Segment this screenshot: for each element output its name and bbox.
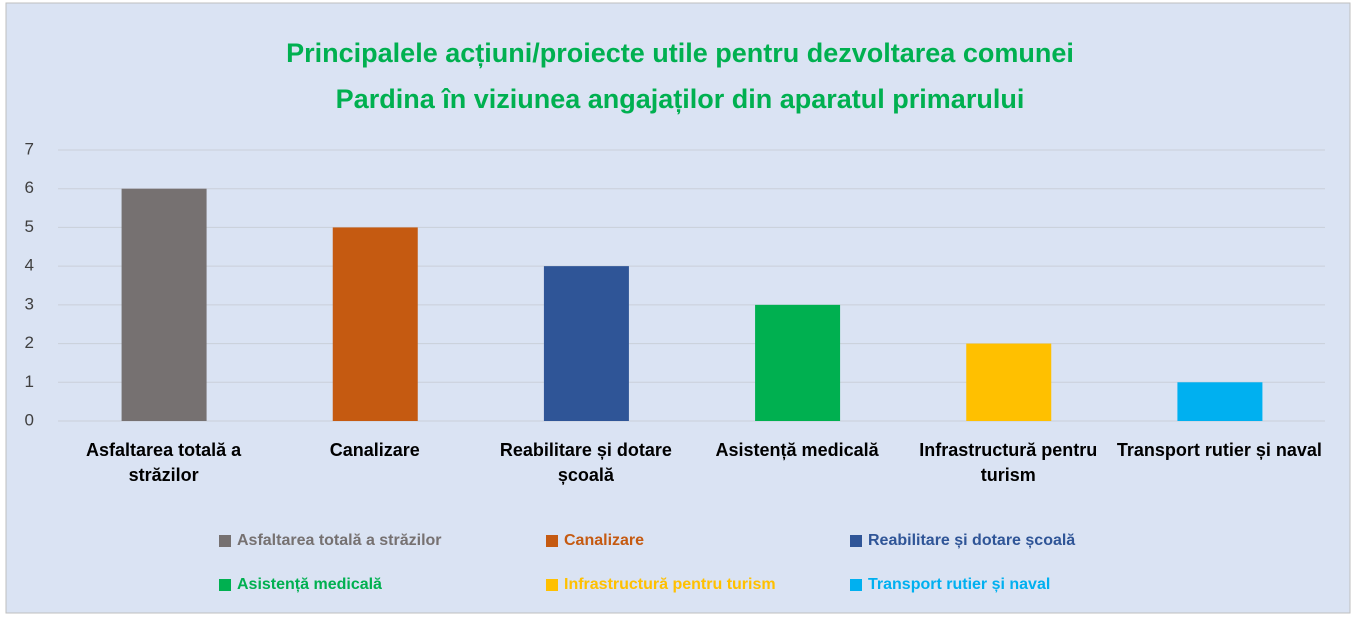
legend-swatch [850, 579, 862, 591]
bar [121, 188, 207, 421]
y-tick-label: 2 [25, 333, 34, 352]
x-tick-label-text: Canalizare [329, 440, 420, 460]
chart-title: Principalele acțiuni/proiecte utile pent… [286, 38, 1074, 68]
x-tick-label-text: Reabilitare și dotare școală [499, 440, 672, 485]
bar [1177, 382, 1263, 421]
x-tick-label-text: Asistență medicală [715, 440, 879, 460]
y-tick-label: 6 [25, 178, 34, 197]
legend-swatch [219, 535, 231, 547]
y-tick-label: 1 [25, 372, 34, 391]
y-tick-label: 4 [25, 256, 34, 275]
x-tick-label-text: Transport rutier și naval [1116, 440, 1322, 460]
legend-swatch [850, 535, 862, 547]
y-tick-label: 5 [25, 217, 34, 236]
legend-swatch [546, 535, 558, 547]
y-tick-label: 3 [25, 294, 34, 313]
x-tick-label-text: Asfaltarea totală a străzilor [86, 440, 242, 485]
legend-label: Asistență medicală [237, 576, 382, 593]
chart-title: Pardina în viziunea angajaților din apar… [336, 84, 1025, 114]
x-tick-label: Transport rutier și naval [1116, 440, 1322, 460]
x-tick-label: Asistență medicală [715, 440, 879, 460]
legend-label: Infrastructură pentru turism [564, 576, 776, 593]
bar [966, 343, 1052, 421]
y-tick-label: 7 [25, 139, 34, 158]
legend-label: Asfaltarea totală a străzilor [237, 532, 442, 549]
x-tick-label-text: Infrastructură pentru turism [919, 440, 1098, 485]
legend-swatch [219, 579, 231, 591]
legend-label: Transport rutier și naval [868, 576, 1050, 593]
bar [543, 266, 629, 421]
x-tick-label: Infrastructură pentru turism [919, 440, 1098, 485]
bar [755, 304, 841, 421]
legend-swatch [546, 579, 558, 591]
y-tick-label: 0 [25, 410, 34, 429]
legend-label: Canalizare [564, 532, 644, 549]
bar [332, 227, 418, 421]
x-tick-label: Reabilitare și dotare școală [499, 440, 672, 485]
legend-label: Reabilitare și dotare școală [868, 532, 1075, 549]
x-tick-label: Canalizare [329, 440, 420, 460]
x-tick-label: Asfaltarea totală a străzilor [86, 440, 242, 485]
chart-background [5, 2, 1351, 614]
